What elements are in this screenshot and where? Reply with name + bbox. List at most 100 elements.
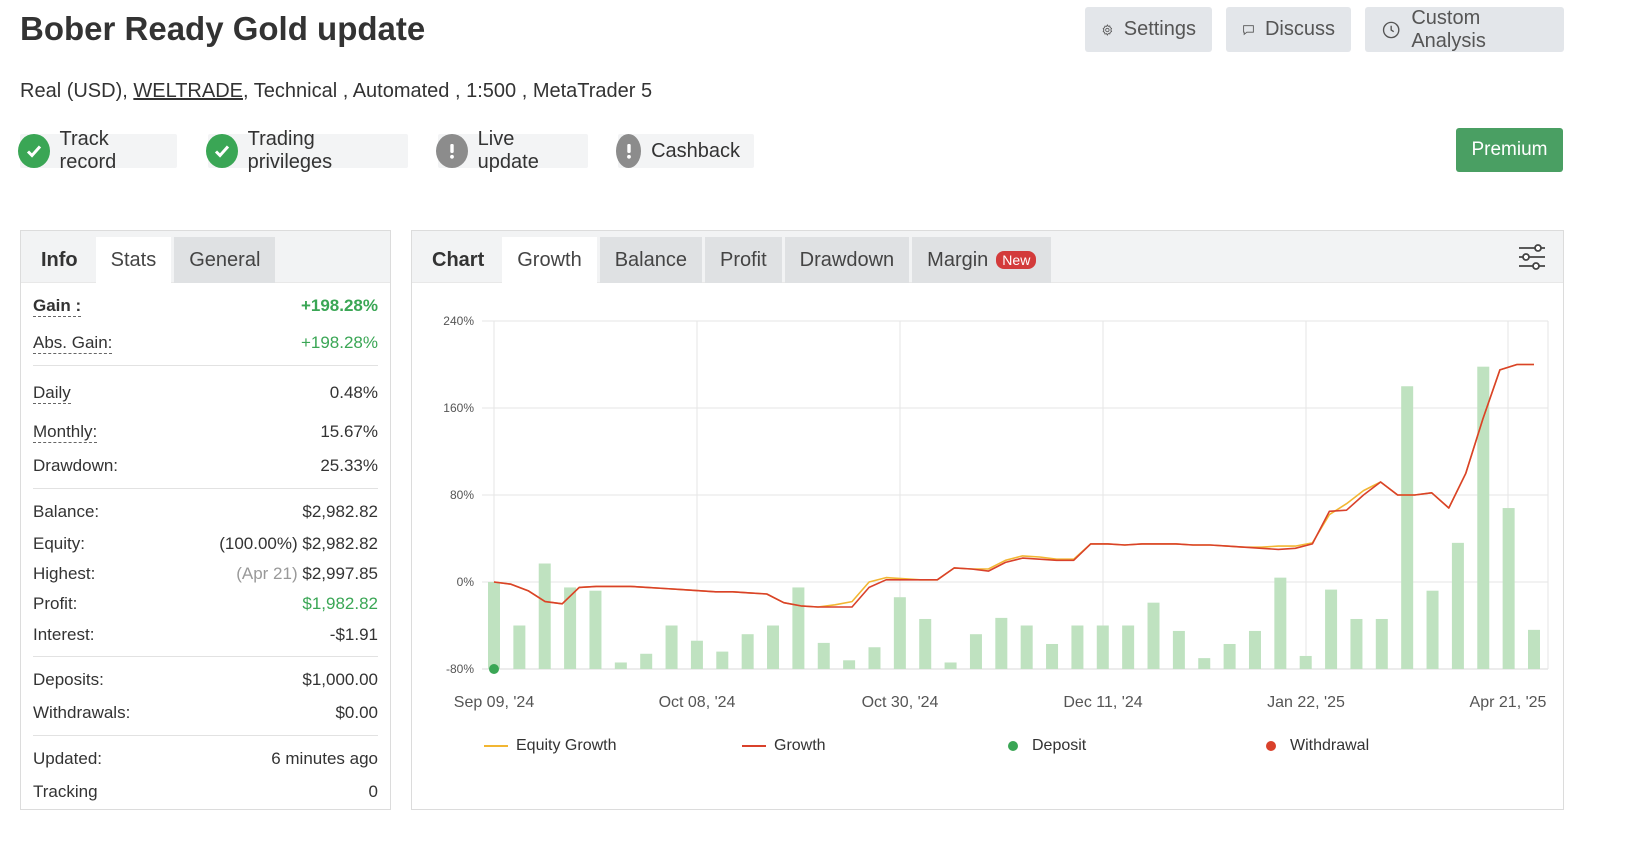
legend-growth[interactable]: Growth xyxy=(742,737,826,755)
stat-label: Interest: xyxy=(33,624,95,644)
stat-interest: Interest: -$1.91 xyxy=(33,619,378,650)
stat-label: Profit: xyxy=(33,594,78,613)
divider xyxy=(33,488,378,489)
clock-icon xyxy=(1382,21,1400,38)
legend-dot-deposit xyxy=(1008,741,1018,751)
stat-value: 0.48% xyxy=(329,383,378,402)
stat-label[interactable]: Gain : xyxy=(33,295,82,317)
stat-value: $1,982.82 xyxy=(302,594,378,613)
stat-label: Equity: xyxy=(33,534,85,553)
stat-value: 6 minutes ago xyxy=(271,749,378,768)
premium-button[interactable]: Premium xyxy=(1456,128,1563,172)
chart-settings-icon[interactable] xyxy=(1516,241,1548,273)
discuss-label: Discuss xyxy=(1264,18,1335,40)
stat-value: $1,000.00 xyxy=(302,670,378,689)
tab-growth[interactable]: Growth xyxy=(502,237,597,283)
cashback-badge[interactable]: Cashback xyxy=(616,134,754,168)
divider xyxy=(33,656,378,657)
track-record-label: Track record xyxy=(59,128,117,173)
stat-label: Drawdown: xyxy=(33,456,119,475)
stat-value: $0.00 xyxy=(335,702,378,722)
tab-margin-label: Margin xyxy=(927,248,989,271)
exclamation-icon xyxy=(436,134,468,168)
tab-profit[interactable]: Profit xyxy=(704,237,782,283)
custom-analysis-button[interactable]: Custom Analysis xyxy=(1365,7,1564,52)
legend-equity-growth[interactable]: Equity Growth xyxy=(484,737,616,755)
stat-label: Withdrawals: xyxy=(33,702,131,722)
stat-value: 15.67% xyxy=(320,422,378,441)
tab-info[interactable]: Info xyxy=(41,248,78,271)
legend-label: Growth xyxy=(774,737,826,754)
stat-value: +198.28% xyxy=(300,296,378,315)
divider xyxy=(33,735,378,736)
track-record-badge[interactable]: Track record xyxy=(18,128,177,173)
stat-value: $2,982.82 xyxy=(302,502,378,521)
highest-date: (Apr 21) xyxy=(236,564,298,583)
stat-label: Highest: xyxy=(33,564,96,583)
account-type: Real (USD), xyxy=(20,80,128,102)
account-subtitle: Real (USD), WELTRADE, Technical , Automa… xyxy=(20,80,652,103)
legend-deposit[interactable]: Deposit xyxy=(1008,737,1086,755)
legend-label: Withdrawal xyxy=(1290,737,1370,754)
divider xyxy=(33,365,378,366)
check-icon xyxy=(18,134,50,168)
stat-withdrawals: Withdrawals: $0.00 xyxy=(33,697,378,728)
live-update-label: Live update xyxy=(477,128,539,173)
stat-value: 25.33% xyxy=(320,456,378,475)
stat-deposits: Deposits: $1,000.00 xyxy=(33,657,378,697)
stats-tabs: Info Stats General xyxy=(21,231,390,283)
tab-margin[interactable]: Margin New xyxy=(912,237,1052,283)
chart-panel: Chart Growth Balance Profit Drawdown Mar… xyxy=(411,230,1564,810)
stat-value: (100.00%) $2,982.82 xyxy=(219,534,378,553)
legend-withdrawal[interactable]: Withdrawal xyxy=(1266,737,1369,755)
tab-drawdown[interactable]: Drawdown xyxy=(784,237,910,283)
legend-label: Equity Growth xyxy=(516,737,617,754)
custom-analysis-label: Custom Analysis xyxy=(1411,6,1486,52)
broker-link[interactable]: WELTRADE xyxy=(133,80,243,102)
stat-value: -$1.91 xyxy=(329,624,378,644)
legend-label: Deposit xyxy=(1032,737,1087,754)
stat-label: Tracking xyxy=(33,781,98,801)
legend-line-equity xyxy=(484,745,508,747)
gear-icon xyxy=(1102,23,1113,36)
stat-highest: Highest: (Apr 21) $2,997.85 xyxy=(33,559,378,589)
stats-list: Gain : +198.28% Abs. Gain: +198.28% Dail… xyxy=(21,287,390,807)
stat-updated: Updated: 6 minutes ago xyxy=(33,736,378,776)
stat-drawdown: Drawdown: 25.33% xyxy=(33,450,378,482)
stat-daily: Daily 0.48% xyxy=(33,366,378,414)
stat-equity: Equity: (100.00%) $2,982.82 xyxy=(33,529,378,559)
stat-profit: Profit: $1,982.82 xyxy=(33,589,378,619)
stat-label[interactable]: Daily xyxy=(33,382,71,404)
stat-monthly: Monthly: 15.67% xyxy=(33,414,378,450)
stats-panel: Info Stats General Gain : +198.28% Abs. … xyxy=(20,230,391,810)
chart-tabs: Chart Growth Balance Profit Drawdown Mar… xyxy=(412,231,1563,283)
stat-value: 0 xyxy=(368,781,378,801)
stat-value: (Apr 21) $2,997.85 xyxy=(236,564,378,584)
tab-balance[interactable]: Balance xyxy=(599,237,702,283)
stat-label: Updated: xyxy=(33,749,102,768)
highest-amount: $2,997.85 xyxy=(302,564,378,583)
stat-label[interactable]: Monthly: xyxy=(33,421,98,443)
legend-dot-withdrawal xyxy=(1266,741,1276,751)
stat-balance: Balance: $2,982.82 xyxy=(33,489,378,529)
exclamation-icon xyxy=(616,134,642,168)
tab-general[interactable]: General xyxy=(174,237,276,283)
stat-tracking: Tracking 0 xyxy=(33,776,378,807)
stat-gain: Gain : +198.28% xyxy=(33,287,378,325)
account-details: , Technical , Automated , 1:500 , MetaTr… xyxy=(243,80,653,102)
stat-abs-gain: Abs. Gain: +198.28% xyxy=(33,325,378,361)
settings-button[interactable]: Settings xyxy=(1085,7,1212,52)
check-icon xyxy=(206,134,238,168)
cashback-label: Cashback xyxy=(651,139,740,162)
new-badge: New xyxy=(996,251,1037,269)
stat-label: Balance: xyxy=(33,502,100,521)
legend-line-growth xyxy=(742,745,766,747)
stat-label[interactable]: Abs. Gain: xyxy=(33,332,113,354)
tab-chart[interactable]: Chart xyxy=(432,248,485,271)
tab-stats[interactable]: Stats xyxy=(95,237,172,283)
discuss-button[interactable]: Discuss xyxy=(1226,7,1351,52)
stat-label: Deposits: xyxy=(33,670,104,689)
live-update-badge[interactable]: Live update xyxy=(436,128,588,173)
chat-icon xyxy=(1243,24,1254,35)
trading-privileges-badge[interactable]: Trading privileges xyxy=(206,128,408,173)
